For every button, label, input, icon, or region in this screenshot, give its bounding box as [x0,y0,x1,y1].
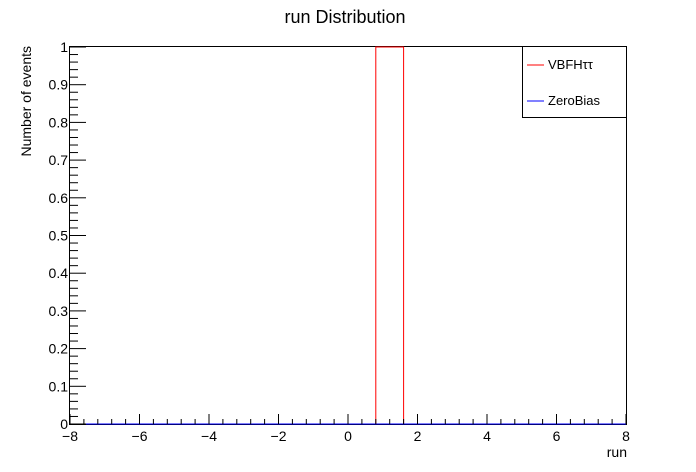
x-tick-label: −4 [201,428,217,444]
x-axis: −8 −6 −4 −2 0 2 4 6 8 [62,414,630,444]
legend: VBFHττ ZeroBias [522,46,627,118]
x-tick-label: 8 [622,428,630,444]
chart-title: run Distribution [284,7,405,27]
legend-box [522,46,627,118]
y-tick-label: 0.2 [49,341,69,357]
y-tick-label: 0 [60,416,68,432]
y-tick-label: 0.9 [49,77,69,93]
x-axis-label: run [607,444,627,460]
legend-label-zerobias: ZeroBias [548,93,601,108]
y-tick-label: 1 [60,39,68,55]
y-tick-label: 0.4 [49,265,69,281]
y-tick-label: 0.6 [49,190,69,206]
y-tick-label: 0.5 [49,228,69,244]
y-tick-label: 0.1 [49,378,69,394]
x-tick-label: 4 [483,428,491,444]
y-tick-label: 0.3 [49,303,69,319]
x-tick-label: 0 [344,428,352,444]
x-tick-label: −6 [132,428,148,444]
legend-label-vbfh: VBFHττ [548,57,594,72]
x-tick-label: −8 [62,428,78,444]
y-tick-label: 0.8 [49,114,69,130]
x-tick-label: 6 [553,428,561,444]
y-tick-label: 0.7 [49,152,69,168]
y-axis-label: Number of events [18,46,34,157]
x-tick-label: 2 [414,428,422,444]
x-tick-label: −2 [271,428,287,444]
y-axis: 0 0.1 0.2 0.3 0.4 0.5 0.6 0.7 0.8 0.9 1 [49,39,86,432]
histogram-bin-vbfh [375,46,405,424]
